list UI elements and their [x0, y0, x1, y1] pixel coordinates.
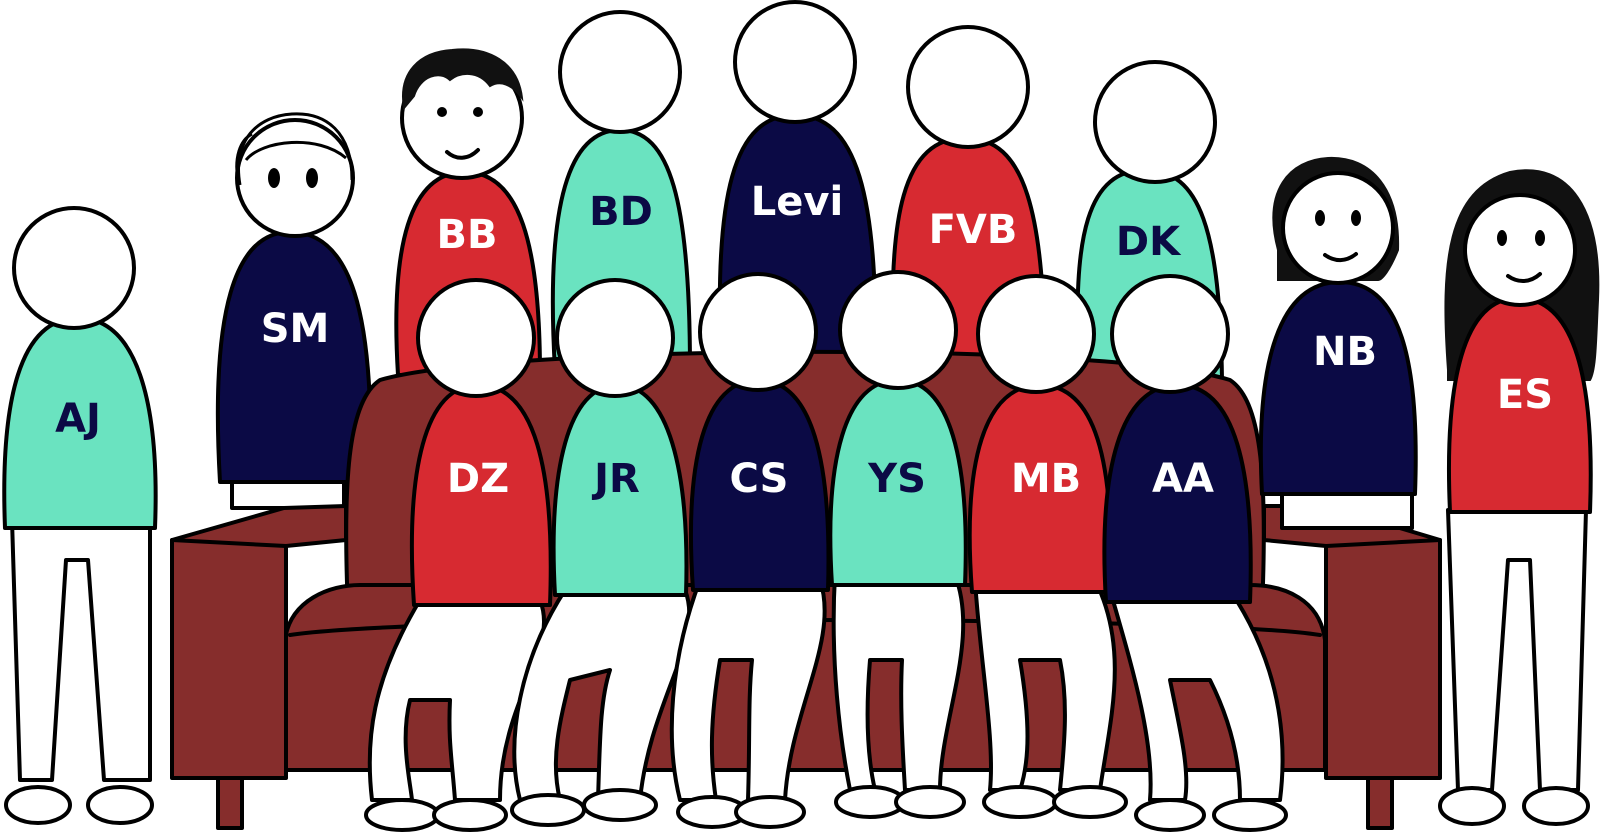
label-nb: NB: [1313, 329, 1377, 375]
person-dz: DZ: [409, 278, 553, 607]
shoe-icon: [432, 798, 508, 832]
label-dz: DZ: [447, 456, 509, 502]
head-levi: [733, 0, 857, 124]
shirt-sm: [215, 230, 373, 484]
pants-es: [1446, 508, 1588, 792]
hair-icon: [402, 48, 524, 111]
person-ys: YS: [828, 270, 968, 587]
head-nb: [1281, 171, 1395, 285]
shoe-icon: [1438, 786, 1506, 826]
head-ys: [838, 270, 958, 390]
label-bb: BB: [437, 212, 498, 258]
head-aj: [12, 206, 136, 330]
person-nb: NB: [1258, 156, 1418, 530]
pants-cs: [669, 578, 827, 802]
head-sm: [235, 118, 355, 238]
label-es: ES: [1497, 372, 1553, 418]
shoe-icon: [364, 798, 440, 832]
person-jr: JR: [551, 278, 689, 597]
eye-icon: [473, 107, 483, 117]
label-sm: SM: [261, 306, 330, 352]
label-aj: AJ: [55, 396, 101, 442]
smile-icon: [1323, 252, 1358, 263]
pants-aj: [10, 518, 152, 782]
head-mb: [976, 274, 1096, 394]
eye-icon: [306, 168, 318, 188]
shirt-nb: [1258, 280, 1418, 496]
shoe-icon: [1522, 786, 1590, 826]
person-aa: AA: [1102, 274, 1253, 604]
legs-front-row: [364, 573, 1288, 832]
shoe-icon: [510, 793, 586, 827]
couch-armrest-left: [170, 504, 348, 780]
eye-icon: [268, 168, 280, 188]
smile-icon: [1506, 272, 1542, 283]
label-dk: DK: [1116, 219, 1182, 265]
shoe-icon: [1052, 785, 1128, 819]
person-cs: CS: [689, 272, 831, 592]
shoe-icon: [982, 785, 1058, 819]
pants-aa: [1108, 588, 1285, 802]
eye-icon: [437, 107, 447, 117]
pants-jr: [512, 588, 692, 802]
couch-armrest-right-front: [1324, 538, 1442, 548]
pants-mb: [973, 578, 1117, 792]
label-aa: AA: [1152, 456, 1214, 502]
shoe-icon: [834, 785, 906, 819]
label-ys: YS: [867, 456, 926, 502]
eye-icon: [1315, 210, 1325, 226]
head-fvb: [906, 25, 1030, 149]
couch-armrest-left-front: [170, 538, 288, 548]
head-es: [1463, 193, 1577, 307]
person-mb: MB: [967, 274, 1113, 594]
label-jr: JR: [591, 456, 640, 502]
label-cs: CS: [730, 456, 789, 502]
head-jr: [555, 278, 675, 398]
shoe-icon: [734, 795, 806, 829]
shoe-icon: [894, 785, 966, 819]
head-cs: [698, 272, 818, 392]
shoe-icon: [4, 785, 72, 825]
shoe-icon: [1134, 798, 1206, 832]
person-aj: AJ: [2, 206, 158, 825]
shoe-icon: [582, 788, 658, 822]
eye-icon: [1497, 230, 1507, 246]
head-dk: [1093, 60, 1217, 184]
label-mb: MB: [1011, 456, 1081, 502]
head-dz: [416, 278, 536, 398]
head-bd: [558, 10, 682, 134]
pants-ys: [831, 573, 966, 792]
shoe-icon: [86, 785, 154, 825]
label-levi: Levi: [751, 179, 843, 225]
label-bd: BD: [589, 189, 653, 235]
label-fvb: FVB: [929, 207, 1018, 253]
shoe-icon: [1212, 798, 1288, 832]
eye-icon: [1535, 230, 1545, 246]
person-es: ES: [1438, 169, 1600, 826]
hair-icon: [235, 112, 354, 186]
head-aa: [1110, 274, 1230, 394]
person-sm: SM: [215, 112, 373, 510]
smile-icon: [445, 148, 480, 160]
eye-icon: [1351, 210, 1361, 226]
